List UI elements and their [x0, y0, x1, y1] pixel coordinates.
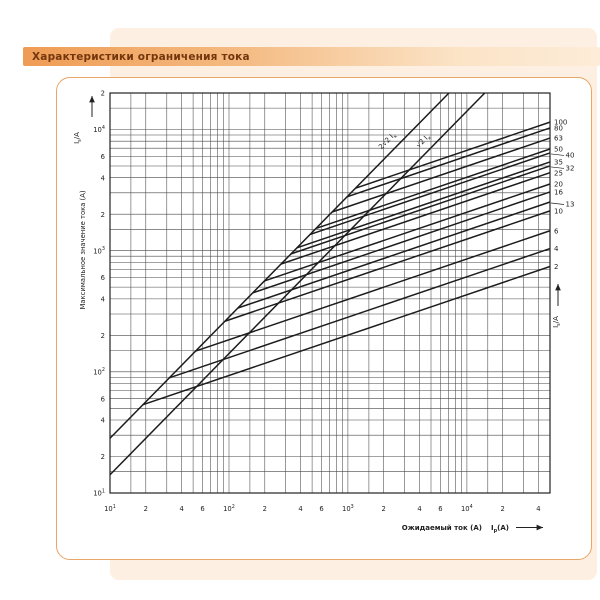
y-tick-label: 4 — [101, 417, 105, 425]
x-axis-symbol: Ip(A) — [491, 524, 509, 534]
fuse-curve-100 — [355, 121, 551, 189]
fuse-curve-40 — [309, 152, 551, 236]
x-tick-label: 4 — [536, 505, 540, 513]
reference-line-label-0: 2√2 Iк — [377, 131, 399, 153]
rating-label-2: 2 — [554, 263, 558, 271]
rating-label-4: 4 — [554, 245, 559, 253]
y-axis-arrow-head — [89, 96, 95, 103]
rating-label-20: 20 — [554, 181, 563, 189]
label-leader-13 — [550, 202, 565, 205]
y-tick-label: 104 — [93, 125, 105, 134]
rating-label-80: 80 — [554, 125, 563, 133]
x-tick-label: 4 — [298, 505, 302, 513]
y-tick-label: 2 — [101, 211, 105, 219]
rating-label-50: 50 — [554, 146, 563, 154]
y-tick-label: 102 — [93, 367, 105, 376]
x-tick-label: 2 — [263, 505, 267, 513]
x-tick-label: 4 — [417, 505, 421, 513]
y-tick-label: 2 — [101, 453, 105, 461]
rating-label-16: 16 — [554, 189, 563, 197]
rating-label-6: 6 — [554, 227, 559, 235]
y-tick-label: 103 — [93, 246, 105, 255]
x-tick-label: 2 — [501, 505, 505, 513]
rating-label-40: 40 — [566, 151, 575, 159]
x-tick-label: 6 — [319, 505, 323, 513]
y-tick-label: 2 — [101, 332, 105, 340]
rating-label-100: 100 — [554, 119, 567, 127]
right-axis-symbol: Is/A — [552, 316, 562, 328]
fuse-curve-2 — [142, 265, 551, 406]
section-header-banner: Характеристики ограничения тока — [23, 47, 600, 66]
rating-label-35: 35 — [554, 159, 563, 167]
y-tick-label: 2 — [101, 90, 105, 98]
section-title: Характеристики ограничения тока — [32, 50, 250, 63]
rating-label-63: 63 — [554, 135, 563, 143]
fuse-curve-25 — [280, 171, 551, 265]
y-axis-symbol: Is/A — [73, 132, 83, 144]
x-tick-label: 102 — [223, 504, 235, 513]
y-tick-label: 101 — [93, 488, 105, 497]
rating-label-25: 25 — [554, 169, 563, 177]
x-axis-title: Ожидаемый ток (A) — [402, 524, 482, 532]
x-tick-label: 6 — [200, 505, 204, 513]
y-tick-label: 6 — [101, 395, 105, 403]
fuse-curve-35 — [296, 161, 551, 249]
fuse-curve-16 — [252, 191, 551, 294]
fuse-curve-6 — [195, 230, 551, 352]
x-tick-label: 2 — [144, 505, 148, 513]
y-tick-label: 4 — [101, 174, 105, 182]
label-leader-40 — [550, 153, 565, 156]
plot-border — [109, 92, 551, 494]
fuse-curve-80 — [346, 127, 551, 198]
x-tick-label: 6 — [438, 505, 442, 513]
fuse-curve-63 — [331, 137, 551, 213]
y-tick-label: 6 — [101, 274, 105, 282]
rating-label-13: 13 — [566, 201, 575, 209]
reference-line-1 — [109, 92, 486, 476]
y-tick-label: 4 — [101, 295, 105, 303]
fuse-curve-50 — [315, 148, 551, 230]
rating-label-32: 32 — [566, 164, 575, 172]
y-axis-title: Максимальное значение тока (A) — [79, 190, 87, 309]
grid-lines — [109, 92, 551, 494]
y-tick-label: 6 — [101, 153, 105, 161]
reference-line-0 — [109, 92, 450, 439]
x-tick-label: 104 — [461, 504, 473, 513]
fuse-curve-13 — [237, 201, 551, 309]
label-leader-32 — [550, 166, 565, 169]
right-axis-arrow-head — [555, 284, 561, 291]
x-tick-label: 101 — [104, 504, 116, 513]
x-tick-label: 2 — [382, 505, 386, 513]
fuse-curve-10 — [224, 210, 551, 322]
fuse-curve-20 — [264, 183, 551, 282]
rating-label-10: 10 — [554, 207, 563, 215]
x-axis-arrow-head — [536, 524, 543, 531]
x-tick-label: 103 — [342, 504, 354, 513]
x-tick-label: 4 — [179, 505, 183, 513]
fuse-curve-32 — [290, 165, 551, 255]
fuse-curve-4 — [169, 247, 551, 379]
